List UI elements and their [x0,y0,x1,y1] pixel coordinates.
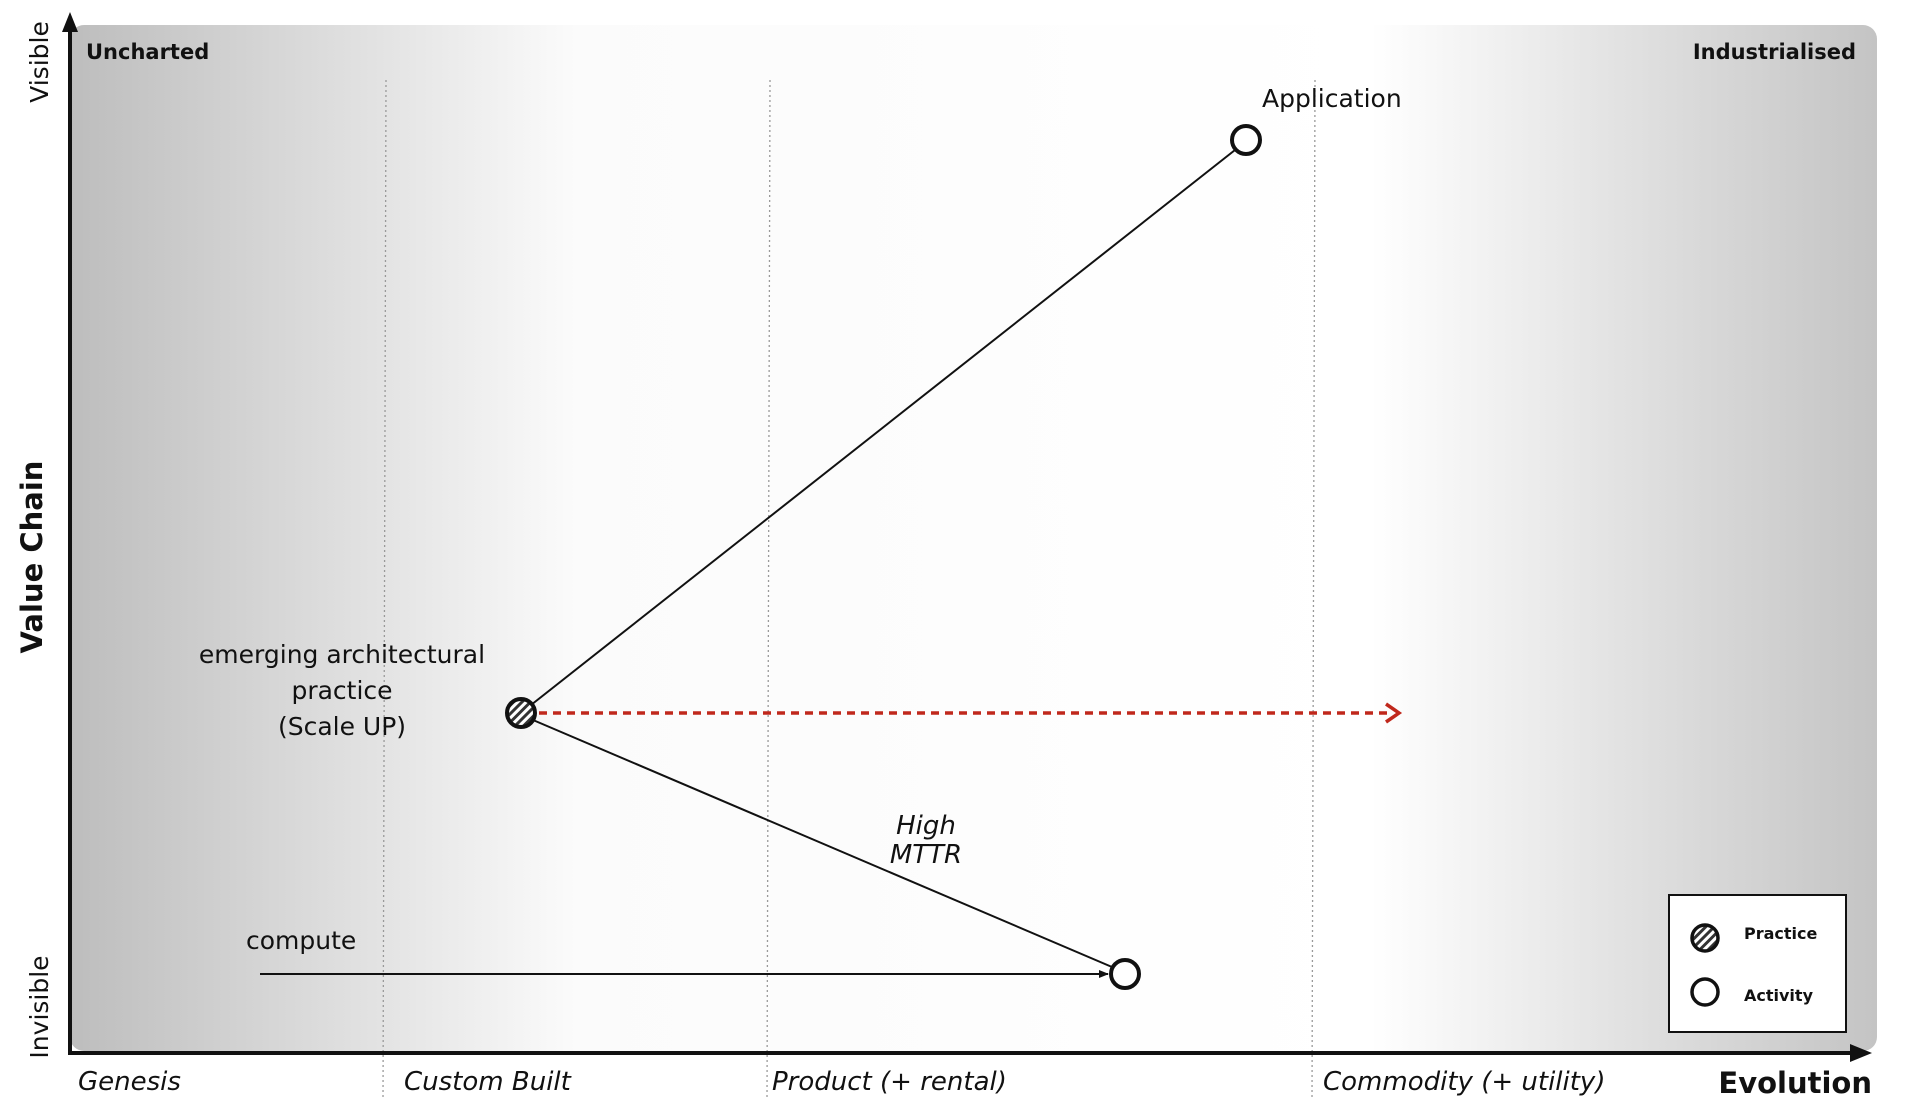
application-node[interactable] [1230,124,1262,156]
activity-legend-icon [1690,977,1720,1007]
practice-legend-icon [1690,923,1720,953]
y-axis-label: Value Chain [15,461,49,654]
link-practice-application [530,149,1236,706]
stage-product: Product (+ rental) [772,1067,1007,1097]
application-label: Application [1262,84,1402,113]
link-practice-compute [532,719,1113,968]
compute-node[interactable] [1109,958,1141,990]
stage-dividers [382,79,1316,1101]
x-axis-arrowhead [1850,1044,1872,1062]
stage-genesis: Genesis [78,1067,181,1097]
practice-evolution-arrowhead [1385,702,1403,724]
stage-commodity: Commodity (+ utility) [1323,1067,1605,1097]
practice-label-line-3: (Scale UP) [278,712,406,741]
practice-node[interactable] [505,697,537,729]
y-bottom-label: Invisible [25,955,54,1058]
practice-label-line-1: emerging architectural [199,640,485,669]
legend-activity-label: Activity [1744,986,1814,1005]
map-background [70,25,1877,1051]
annotation-line-1: High [896,811,956,841]
industrialised-label: Industrialised [1693,40,1856,64]
annotation-line-2: MTTR [890,840,962,870]
stage-custom-built: Custom Built [404,1067,572,1097]
practice-label-line-2: practice [291,676,392,705]
legend: Practice Activity [1668,894,1847,1033]
y-top-label: Visible [25,21,54,103]
y-axis-arrowhead [62,12,78,32]
compute-label: compute [246,926,356,955]
x-axis-label: Evolution [1718,1066,1872,1100]
uncharted-label: Uncharted [86,40,209,64]
legend-practice-label: Practice [1744,924,1818,943]
